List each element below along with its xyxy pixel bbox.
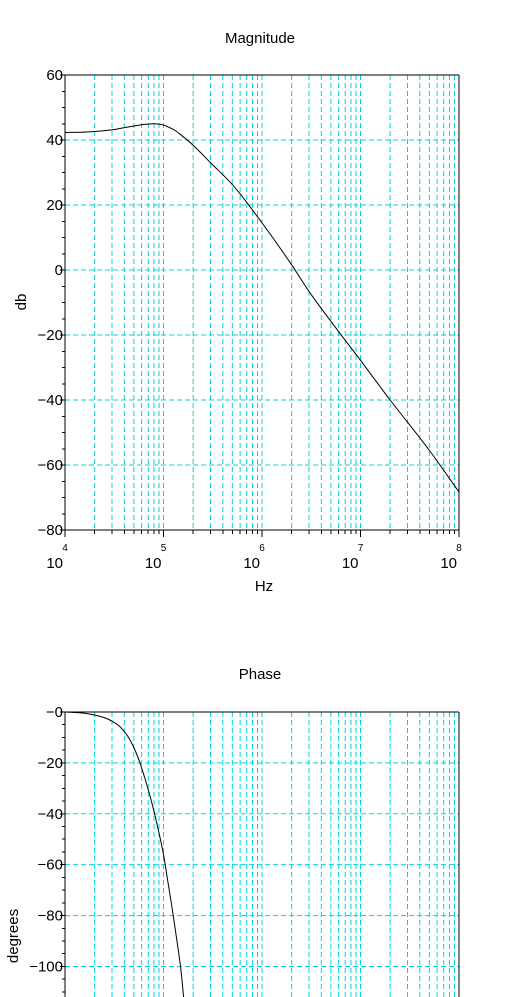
phase-y-tick-label: −100	[29, 958, 63, 975]
magnitude-x-tick-label: 10	[440, 555, 457, 572]
magnitude-y-tick-label: −40	[38, 392, 63, 409]
phase-series-line	[65, 712, 185, 997]
magnitude-y-tick-label: −20	[38, 327, 63, 344]
magnitude-y-tick-label: 0	[55, 262, 63, 279]
magnitude-x-tick-label: 10	[243, 555, 260, 572]
magnitude-xlabel: Hz	[255, 578, 273, 595]
magnitude-series-line	[65, 123, 459, 493]
magnitude-x-tick-label: 10	[342, 555, 359, 572]
phase-y-tick-label: −80	[38, 908, 63, 925]
magnitude-y-tick-label: −60	[38, 457, 63, 474]
magnitude-frame	[60, 74, 460, 537]
magnitude-x-tick-exponent: 8	[456, 543, 462, 554]
magnitude-x-tick-label: 10	[46, 555, 63, 572]
magnitude-title: Magnitude	[225, 30, 295, 47]
magnitude-x-tick-exponent: 4	[62, 543, 68, 554]
phase-y-tick-label: −20	[38, 755, 63, 772]
magnitude-y-tick-label: 20	[46, 197, 63, 214]
phase-title: Phase	[239, 666, 282, 683]
magnitude-x-tick-label: 10	[145, 555, 162, 572]
phase-y-tick-label: −60	[38, 857, 63, 874]
phase-frame	[60, 711, 460, 997]
phase-grid	[65, 712, 459, 997]
phase-chart: Phase degrees −100 −80 −60 −40 −20 −0	[5, 666, 460, 997]
magnitude-x-tick-exponent: 5	[161, 543, 167, 554]
magnitude-x-tick-exponent: 7	[358, 543, 364, 554]
magnitude-chart: Magnitude db Hz −80−60−40−20020406010410…	[13, 30, 462, 595]
magnitude-ylabel: db	[13, 294, 30, 311]
phase-y-tick-label: −0	[46, 704, 63, 721]
magnitude-grid	[65, 75, 459, 530]
magnitude-y-tick-label: 60	[46, 67, 63, 84]
magnitude-x-tick-exponent: 6	[259, 543, 265, 554]
phase-ylabel: degrees	[5, 909, 22, 963]
magnitude-y-tick-label: 40	[46, 132, 63, 149]
phase-y-tick-label: −40	[38, 806, 63, 823]
magnitude-y-tick-label: −80	[38, 522, 63, 539]
